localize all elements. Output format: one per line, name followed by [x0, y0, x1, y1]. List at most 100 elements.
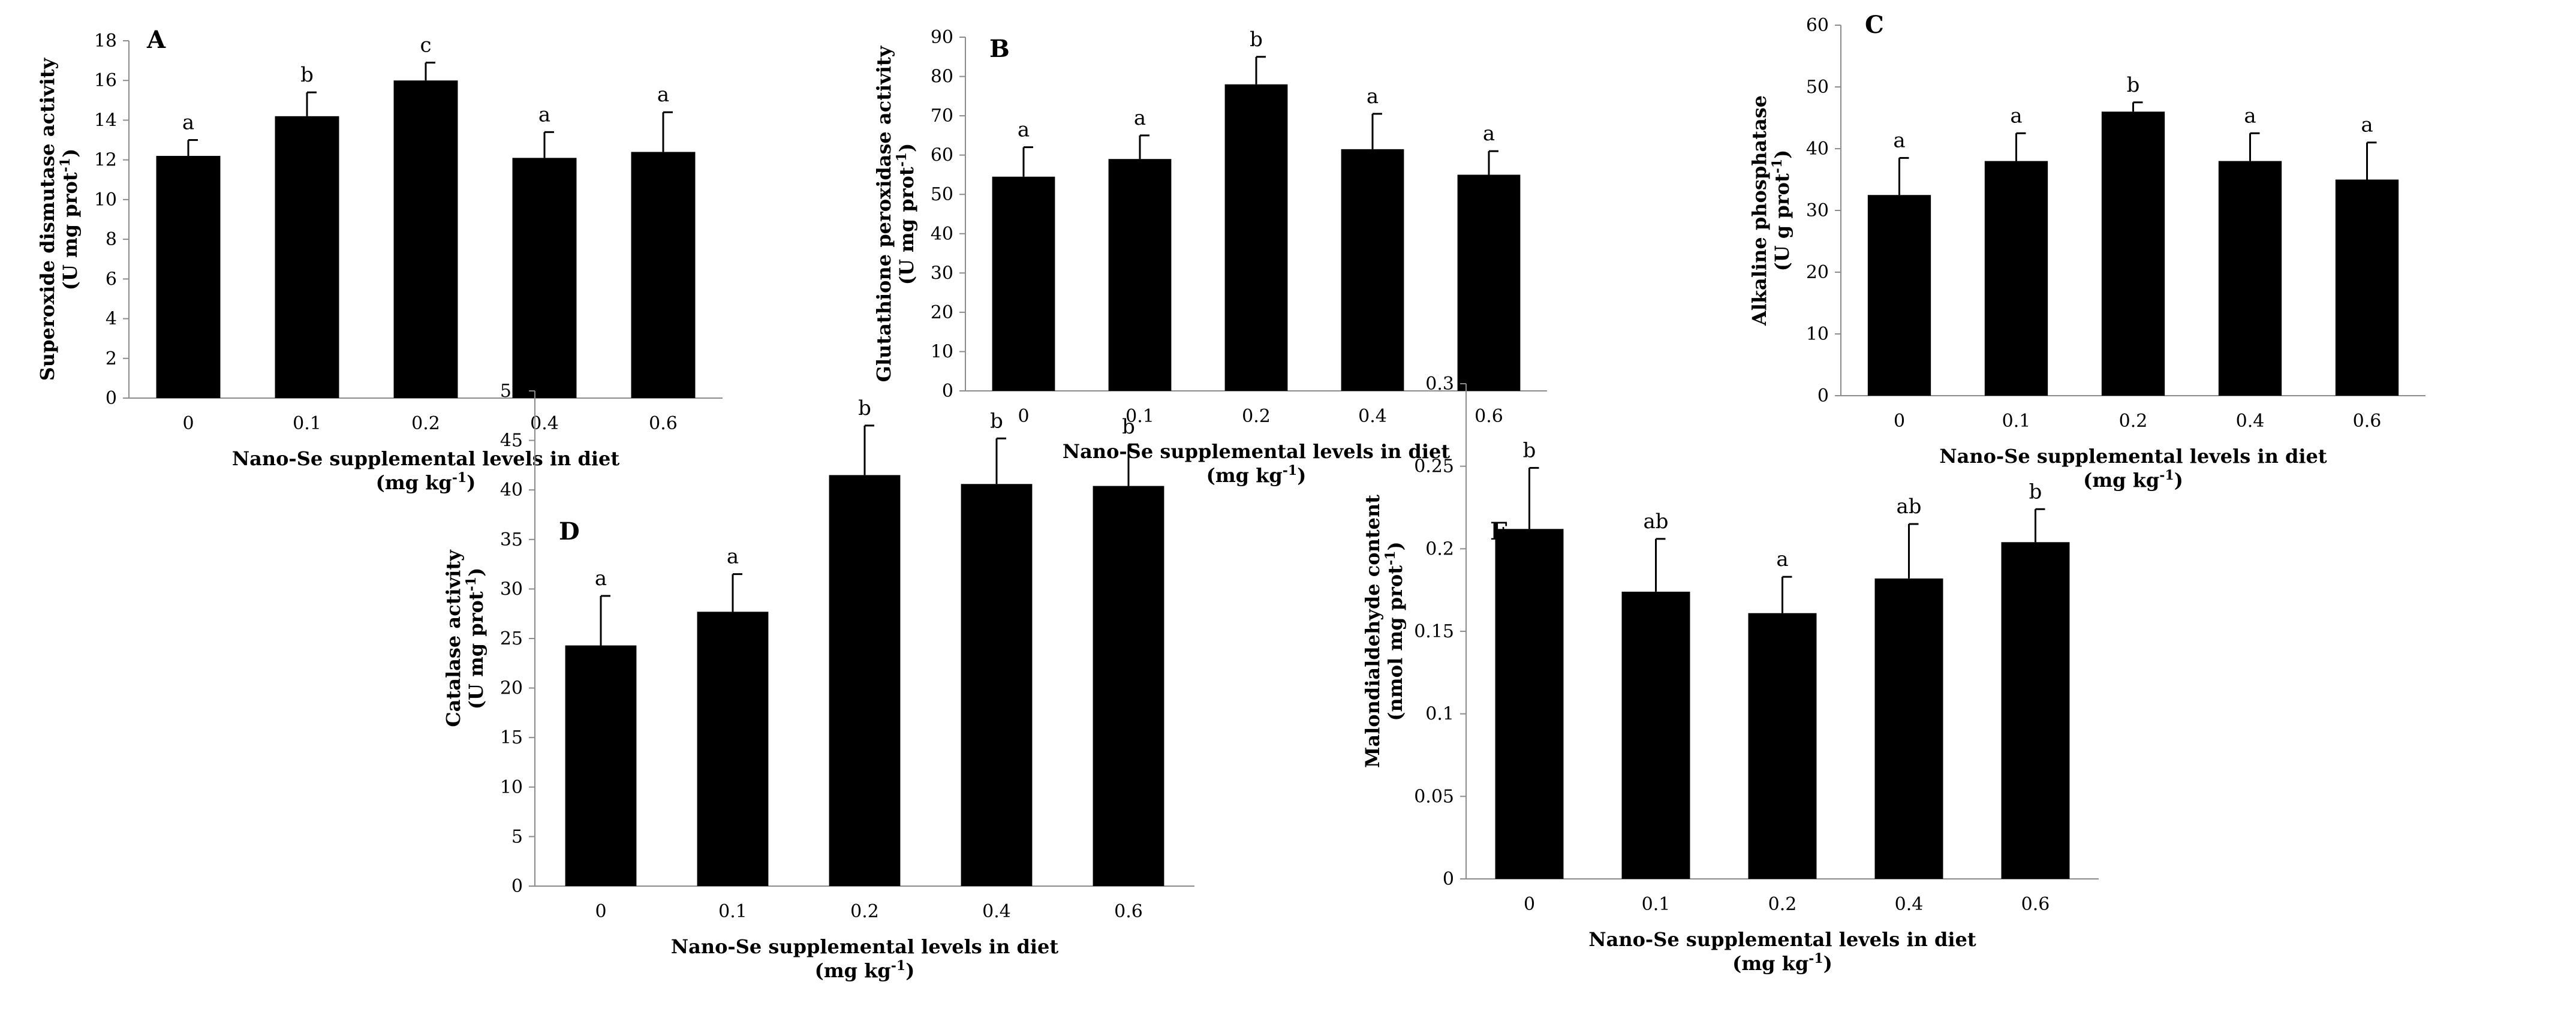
x-axis-title: Nano-Se supplemental levels in diet [1588, 928, 1976, 951]
x-axis-unit: (mg kg-1) [1206, 463, 1307, 487]
y-tick-label: 0.25 [1414, 456, 1454, 477]
significance-label: a [1018, 118, 1030, 142]
x-axis-unit: (mg kg-1) [376, 470, 476, 494]
panel-a: 024681012141618a0b0.1c0.2a0.4a0.6ANano-S… [36, 26, 723, 494]
bar [156, 156, 221, 398]
bar [1457, 174, 1521, 391]
x-tick-label: 0.4 [1358, 406, 1387, 427]
x-tick-label: 0 [1018, 406, 1029, 427]
y-axis-unit: (U g prot-1) [1770, 150, 1793, 272]
y-tick-label: 0.2 [1425, 538, 1454, 559]
y-tick-label: 0 [511, 876, 523, 897]
panel-letter: D [559, 517, 580, 546]
y-tick-label: 35 [500, 529, 523, 550]
bar [393, 80, 458, 398]
y-tick-label: 4 [106, 309, 117, 330]
x-tick-label: 0 [1894, 411, 1905, 432]
significance-label: a [2010, 104, 2022, 128]
x-tick-label: 0.1 [718, 901, 747, 922]
panel-c: 0 10 20 30 40 50 60 a 0 a 0.1 b 0.2 a 0.4 a 0.6 C Nano-Se … [1748, 11, 2425, 492]
x-tick-label: 0.1 [293, 413, 321, 434]
significance-label: ab [1896, 495, 1921, 519]
panel-letter: A [146, 26, 166, 54]
y-tick-label: 30 [1806, 200, 1829, 221]
bar [992, 176, 1055, 391]
significance-label: a [595, 567, 607, 591]
panel-b: 0102030405060708090a0a0.1b0.2a0.4a0.6BNa… [872, 27, 1547, 487]
y-tick-label: 15 [500, 727, 523, 748]
y-tick-label: 0 [942, 381, 953, 402]
y-tick-label: 5 [511, 826, 523, 847]
x-tick-label: 0.2 [411, 413, 440, 434]
significance-label: a [182, 111, 194, 135]
bar [1224, 84, 1288, 391]
x-axis-title: Nano-Se supplemental levels in diet [1063, 440, 1450, 463]
bar [2335, 179, 2399, 396]
significance-label: a [1134, 106, 1146, 130]
significance-label: a [2244, 104, 2256, 128]
x-tick-label: 0.2 [1242, 406, 1271, 427]
y-tick-label: 20 [500, 678, 523, 699]
y-tick-label: 2 [106, 348, 117, 369]
bar [512, 158, 577, 398]
x-tick-label: 0.6 [649, 413, 678, 434]
y-tick-label: 10 [1806, 324, 1829, 345]
x-tick-label: 0.6 [1114, 901, 1143, 922]
x-tick-label: 0.1 [1642, 894, 1671, 915]
x-tick-label: 0.1 [1126, 406, 1154, 427]
bar [961, 484, 1033, 886]
bar [2218, 161, 2282, 396]
significance-label: a [1776, 547, 1788, 571]
y-tick-label: 50 [1806, 77, 1829, 98]
y-tick-label: 40 [1806, 138, 1829, 159]
panel-letter: E [1490, 517, 1509, 546]
significance-label: a [1367, 85, 1379, 109]
y-tick-label: 45 [500, 430, 523, 451]
y-axis-title: Alkaline phosphatase [1748, 95, 1771, 326]
significance-label: a [657, 83, 669, 107]
significance-label: a [1893, 128, 1905, 152]
y-tick-label: 0.1 [1425, 704, 1454, 725]
bar [1495, 529, 1564, 879]
y-axis-title: Superoxide dismutase activity [36, 57, 59, 381]
significance-label: b [300, 63, 314, 87]
y-axis-unit: (U mg prot-1) [58, 149, 82, 291]
y-tick-label: 16 [94, 70, 117, 91]
y-tick-label: 18 [94, 31, 117, 52]
bar [2001, 542, 2070, 879]
bar [1621, 591, 1690, 879]
significance-label: b [1250, 28, 1263, 52]
y-tick-label: 70 [931, 106, 953, 126]
y-tick-label: 40 [931, 224, 953, 245]
y-tick-label: 20 [931, 302, 953, 323]
y-tick-label: 10 [500, 777, 523, 798]
y-tick-label: 60 [931, 145, 953, 166]
x-axis-title: Nano-Se supplemental levels in diet [671, 935, 1059, 958]
x-axis-unit: (mg kg-1) [1732, 951, 1832, 975]
x-tick-label: 0 [595, 901, 606, 922]
significance-label: b [990, 409, 1003, 433]
x-axis-title: Nano-Se supplemental levels in diet [232, 447, 620, 470]
bar [1093, 486, 1164, 886]
x-tick-label: 0.6 [2021, 894, 2050, 915]
x-tick-label: 0.4 [1895, 894, 1924, 915]
y-tick-label: 0 [1817, 385, 1829, 406]
x-tick-label: 0 [1524, 894, 1535, 915]
significance-label: ab [1643, 510, 1668, 534]
y-axis-title: Glutathione peroxidase activity [872, 45, 895, 382]
significance-label: b [2029, 480, 2042, 504]
x-tick-label: 0.6 [1474, 406, 1503, 427]
bar [829, 475, 901, 886]
x-axis-unit: (mg kg-1) [2083, 468, 2183, 492]
bar [1874, 578, 1943, 879]
y-axis-title: Catalase activity [442, 549, 465, 727]
y-tick-label: 6 [106, 269, 117, 290]
y-tick-label: 30 [931, 263, 953, 284]
y-tick-label: 0.15 [1414, 621, 1454, 642]
bar [1867, 195, 1931, 396]
panel-e: 00.050.10.150.20.250.3b0ab0.1a0.2ab0.4b0… [1361, 374, 2099, 975]
y-tick-label: 50 [931, 184, 953, 205]
panel-letter: C [1865, 11, 1884, 39]
x-tick-label: 0.2 [850, 901, 879, 922]
bar [1341, 149, 1404, 391]
